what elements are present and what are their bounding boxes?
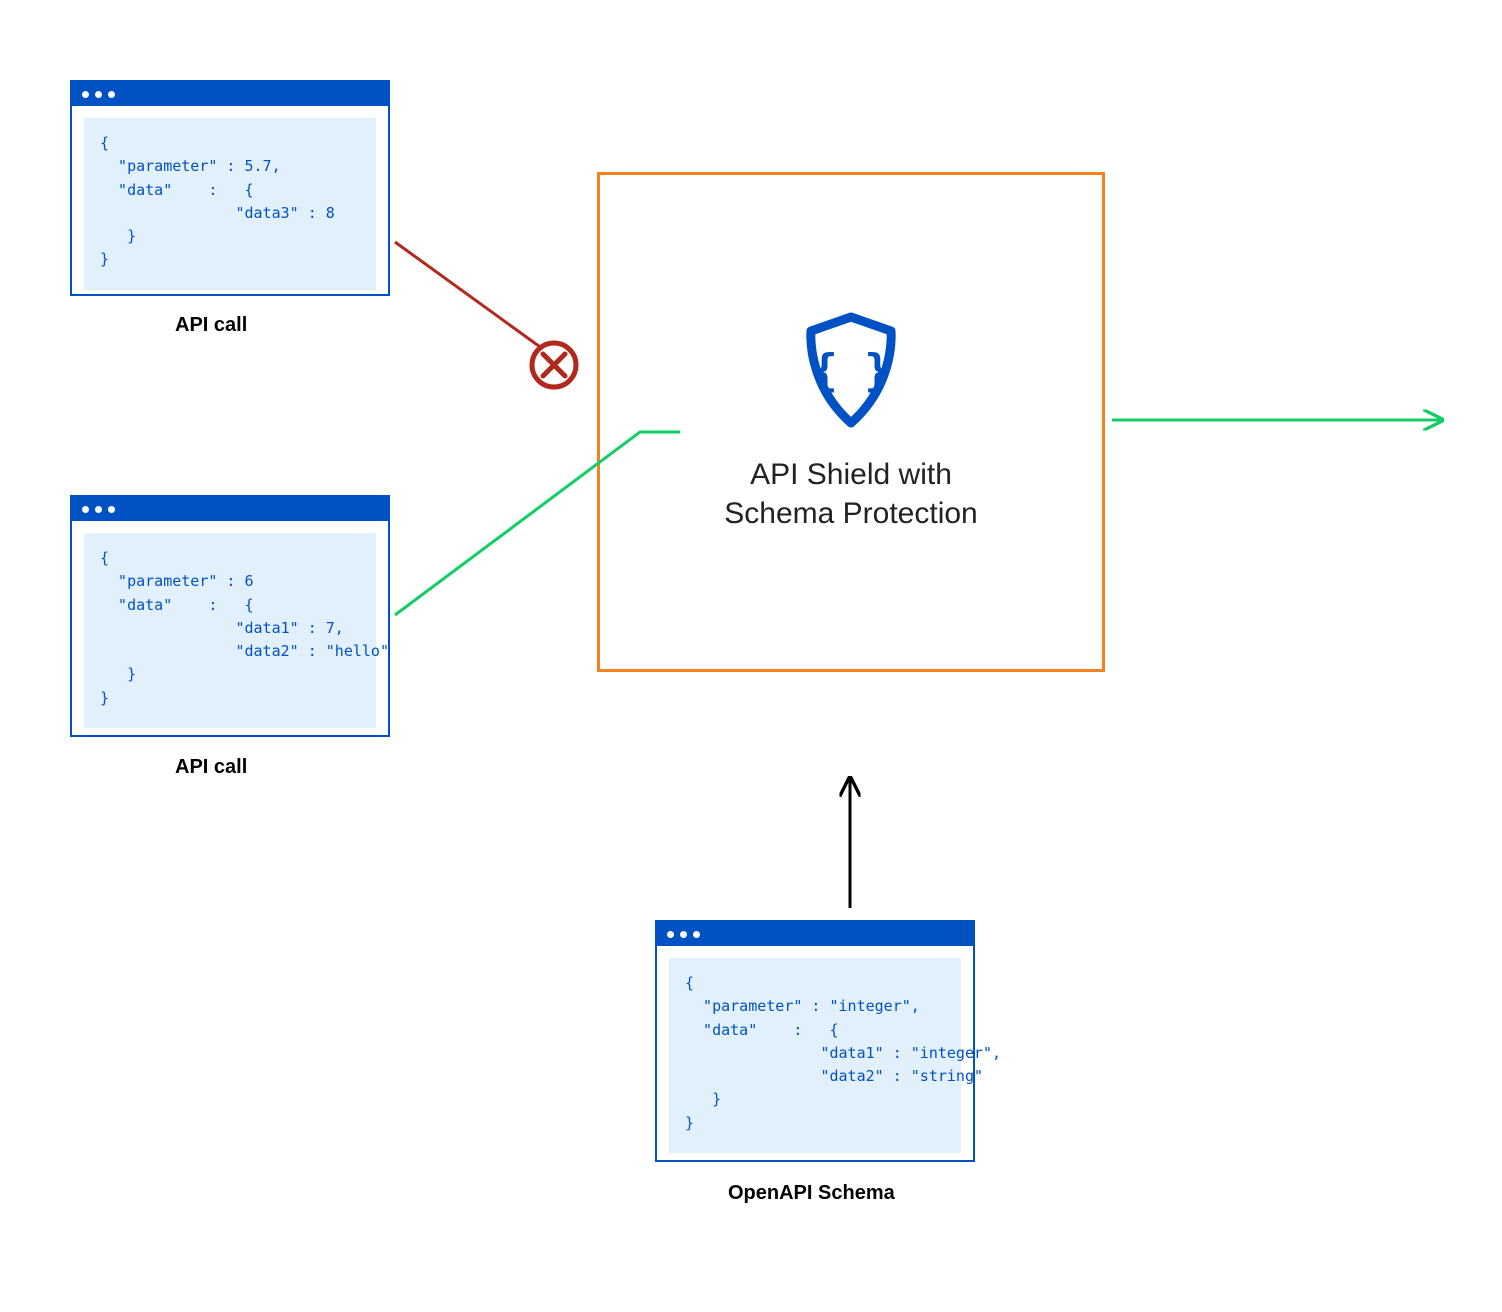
code-body: { "parameter" : 5.7, "data" : { "data3" … <box>84 118 376 290</box>
window-titlebar <box>72 497 388 521</box>
openapi-schema-window: { "parameter" : "integer", "data" : { "d… <box>655 920 975 1162</box>
window-dot <box>95 91 102 98</box>
window-dot <box>693 931 700 938</box>
shield-title: API Shield with Schema Protection <box>724 455 977 533</box>
window-dot <box>667 931 674 938</box>
shield-title-line1: API Shield with <box>750 458 952 491</box>
api-call-window-rejected: { "parameter" : 5.7, "data" : { "data3" … <box>70 80 390 296</box>
window-dot <box>95 506 102 513</box>
svg-text:{ }: { } <box>811 345 890 396</box>
window-titlebar <box>657 922 973 946</box>
window-dot <box>82 91 89 98</box>
window-dot <box>108 91 115 98</box>
window-dot <box>680 931 687 938</box>
shield-title-line2: Schema Protection <box>724 497 977 530</box>
code-body: { "parameter" : 6 "data" : { "data1" : 7… <box>84 533 376 728</box>
window-label: API call <box>175 314 247 337</box>
window-dot <box>82 506 89 513</box>
window-label: API call <box>175 756 247 779</box>
window-dot <box>108 506 115 513</box>
reject-connector <box>395 242 554 357</box>
code-body: { "parameter" : "integer", "data" : { "d… <box>669 958 961 1153</box>
api-call-window-accepted: { "parameter" : 6 "data" : { "data1" : 7… <box>70 495 390 737</box>
window-label: OpenAPI Schema <box>728 1182 895 1205</box>
api-shield-box: { } API Shield with Schema Protection <box>597 172 1105 672</box>
window-titlebar <box>72 82 388 106</box>
reject-icon <box>532 343 576 387</box>
shield-icon: { } <box>796 311 906 431</box>
api-shield-diagram: { "parameter" : 5.7, "data" : { "data3" … <box>0 0 1502 1312</box>
